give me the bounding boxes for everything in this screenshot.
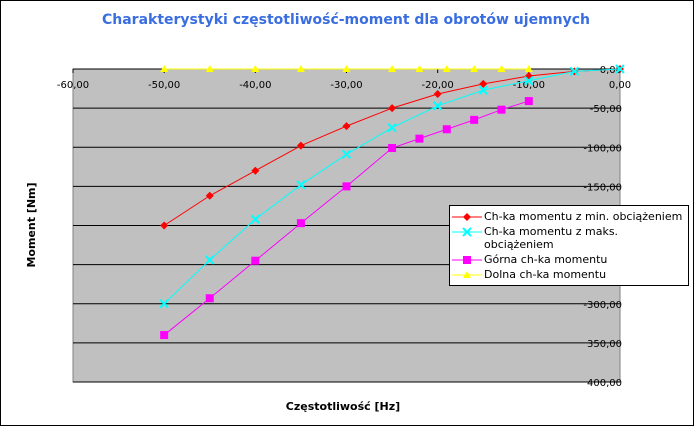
y-tick-label: 0,00 [600,65,622,76]
marker [341,149,352,159]
marker [524,65,533,72]
marker [442,125,451,134]
legend-symbol [452,256,482,264]
y-tick-label: -100,00 [583,143,622,154]
marker [160,65,169,72]
marker [442,65,451,72]
marker [433,90,442,99]
marker [296,141,305,150]
marker [478,85,488,95]
y-axis-title: Moment [Nm] [25,182,38,267]
marker [497,65,506,72]
marker [160,221,169,230]
x-tick-label: -60,00 [57,80,89,91]
x-tick-label: -50,00 [148,80,180,91]
marker [524,97,533,106]
marker [497,105,506,114]
marker [296,65,305,72]
marker [205,255,215,265]
marker [470,115,479,124]
marker [205,294,214,303]
legend-item: Ch-ka momentu z min. obciążeniem [450,210,688,223]
legend-symbol [452,213,482,221]
legend-label: Dolna ch-ka momentu [484,268,607,281]
marker [205,191,214,200]
marker [569,66,580,77]
marker [432,101,443,111]
legend-label: Ch-ka momentu z min. obciążeniem [484,210,683,223]
marker [342,182,351,191]
y-tick-label: 350,00 [587,339,622,350]
x-tick-label: -20,00 [422,80,454,91]
marker [479,79,488,88]
marker [463,213,471,221]
marker [388,65,397,72]
x-tick-label: -40,00 [239,80,271,91]
chart-title: Charakterystyki częstotliwość-moment dla… [102,12,590,28]
marker [463,271,471,278]
y-tick-label: -150,00 [583,182,622,193]
legend-symbol [452,271,482,278]
marker [388,104,397,113]
legend-item: Ch-ka momentu z maks. obciążeniem [450,225,688,251]
legend-item: Dolna ch-ka momentu [450,268,688,281]
marker [296,219,305,228]
x-tick-label: -30,00 [330,80,362,91]
x-axis-title: Częstotliwość [Hz] [286,400,400,413]
marker [205,65,214,72]
x-tick-label: 0,00 [609,80,631,91]
marker [415,65,424,72]
marker [388,144,397,153]
marker [251,65,260,72]
marker [342,122,351,131]
marker [524,76,534,86]
marker [160,331,169,340]
marker [462,227,472,237]
y-tick-label: -300,00 [583,300,622,311]
marker [251,166,260,175]
x-tick-label: -10,00 [513,80,545,91]
marker [387,122,397,133]
marker [615,64,625,74]
marker [463,256,471,264]
marker [251,256,260,265]
y-tick-label: 400,00 [587,378,622,389]
marker [342,65,351,72]
marker [470,65,479,72]
legend-item: Górna ch-ka momentu [450,253,688,266]
marker [159,299,169,309]
marker [415,134,424,143]
legend-label: Górna ch-ka momentu [484,253,608,266]
marker [250,214,261,224]
marker [296,180,306,190]
y-tick-label: -50,00 [590,104,622,115]
legend-label: Ch-ka momentu z maks. obciążeniem [484,225,619,251]
legend: Ch-ka momentu z min. obciążeniem Ch-ka mo… [449,205,689,286]
legend-symbol [452,227,482,237]
